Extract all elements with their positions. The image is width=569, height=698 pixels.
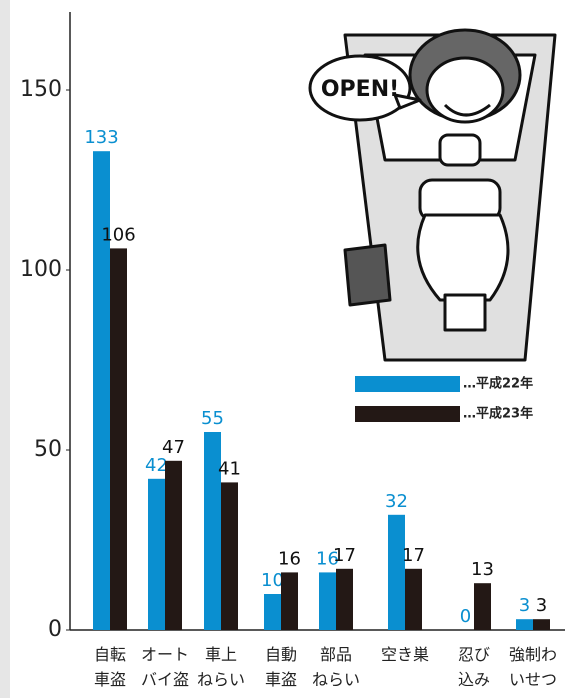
value-label: 17 — [402, 545, 425, 566]
value-label: 3 — [536, 595, 547, 616]
bar — [110, 248, 127, 630]
y-tick-label: 0 — [48, 617, 62, 642]
value-label: 47 — [162, 437, 185, 458]
value-label: 42 — [145, 455, 168, 476]
value-label: 13 — [471, 559, 494, 580]
y-tick-label: 50 — [34, 437, 62, 462]
bar — [281, 572, 298, 630]
value-label: 55 — [201, 408, 224, 429]
y-tick-label: 150 — [20, 77, 62, 102]
side-strip — [0, 0, 10, 698]
chart: OPEN! 050100150133425510163203…平成22年1064… — [0, 0, 569, 698]
bar — [474, 583, 491, 630]
bar — [516, 619, 533, 630]
x-tick-label: 部品 ねらい — [301, 642, 371, 692]
bar — [264, 594, 281, 630]
x-tick-label: 空き巣 — [370, 642, 440, 667]
value-label: 17 — [333, 545, 356, 566]
bar — [388, 515, 405, 630]
value-label: 106 — [101, 224, 135, 245]
value-label: 3 — [519, 595, 530, 616]
x-tick-label: 強制わ いせつ — [498, 642, 568, 692]
page: OPEN! 050100150133425510163203…平成22年1064… — [0, 0, 569, 698]
value-label: 41 — [218, 458, 241, 479]
value-label: 10 — [261, 570, 284, 591]
value-label: 16 — [278, 548, 301, 569]
bar — [165, 461, 182, 630]
y-tick-label: 100 — [20, 257, 62, 282]
legend-swatch — [355, 406, 460, 422]
bar — [148, 479, 165, 630]
value-label: 0 — [460, 606, 471, 627]
bar — [405, 569, 422, 630]
bar — [221, 482, 238, 630]
value-label: 32 — [385, 491, 408, 512]
legend-swatch — [355, 376, 460, 392]
bar — [319, 572, 336, 630]
legend-label: …平成22年 — [463, 376, 533, 392]
value-label: 133 — [84, 127, 118, 148]
bar — [336, 569, 353, 630]
speech-text: OPEN! — [321, 77, 399, 102]
bar — [533, 619, 550, 630]
bar — [93, 151, 110, 630]
legend-label: …平成23年 — [463, 406, 533, 422]
